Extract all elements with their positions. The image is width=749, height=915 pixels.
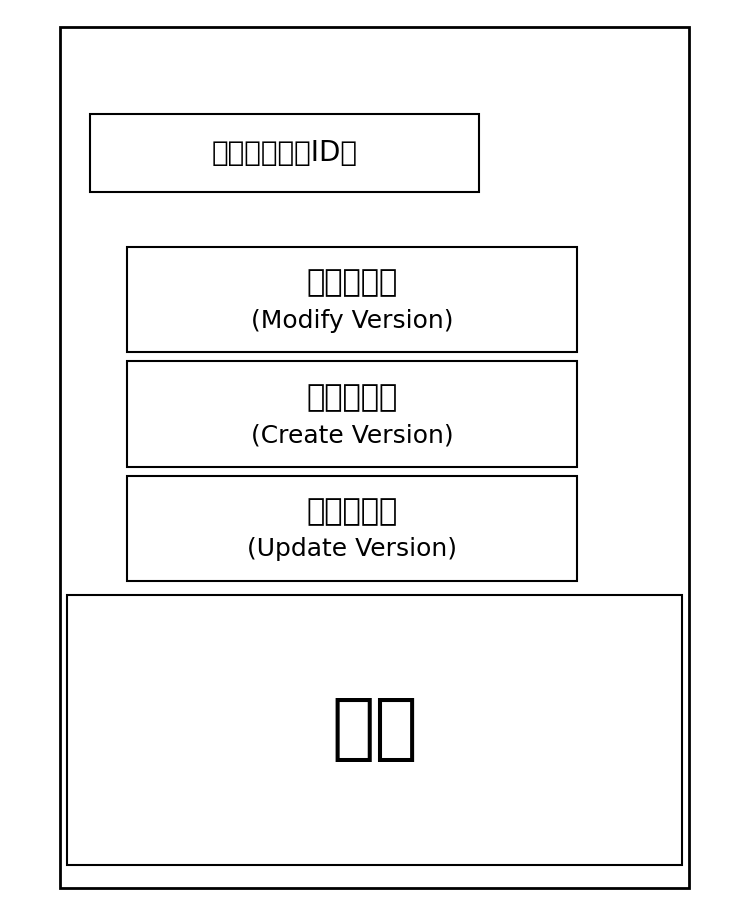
Text: (Update Version): (Update Version)	[247, 537, 457, 562]
Text: (Modify Version): (Modify Version)	[251, 308, 453, 333]
Text: 更新版本号: 更新版本号	[306, 497, 398, 526]
Text: 变更版本号: 变更版本号	[306, 268, 398, 297]
Text: 唯一性编号（ID）: 唯一性编号（ID）	[212, 139, 357, 167]
Text: (Create Version): (Create Version)	[251, 423, 453, 447]
Bar	[127, 476, 577, 581]
Text: 数据: 数据	[331, 695, 418, 764]
Bar	[127, 247, 577, 352]
Bar	[127, 361, 577, 467]
Bar	[67, 595, 682, 865]
Bar	[90, 114, 479, 192]
Text: 创建版本号: 创建版本号	[306, 382, 398, 412]
Bar	[60, 27, 689, 888]
